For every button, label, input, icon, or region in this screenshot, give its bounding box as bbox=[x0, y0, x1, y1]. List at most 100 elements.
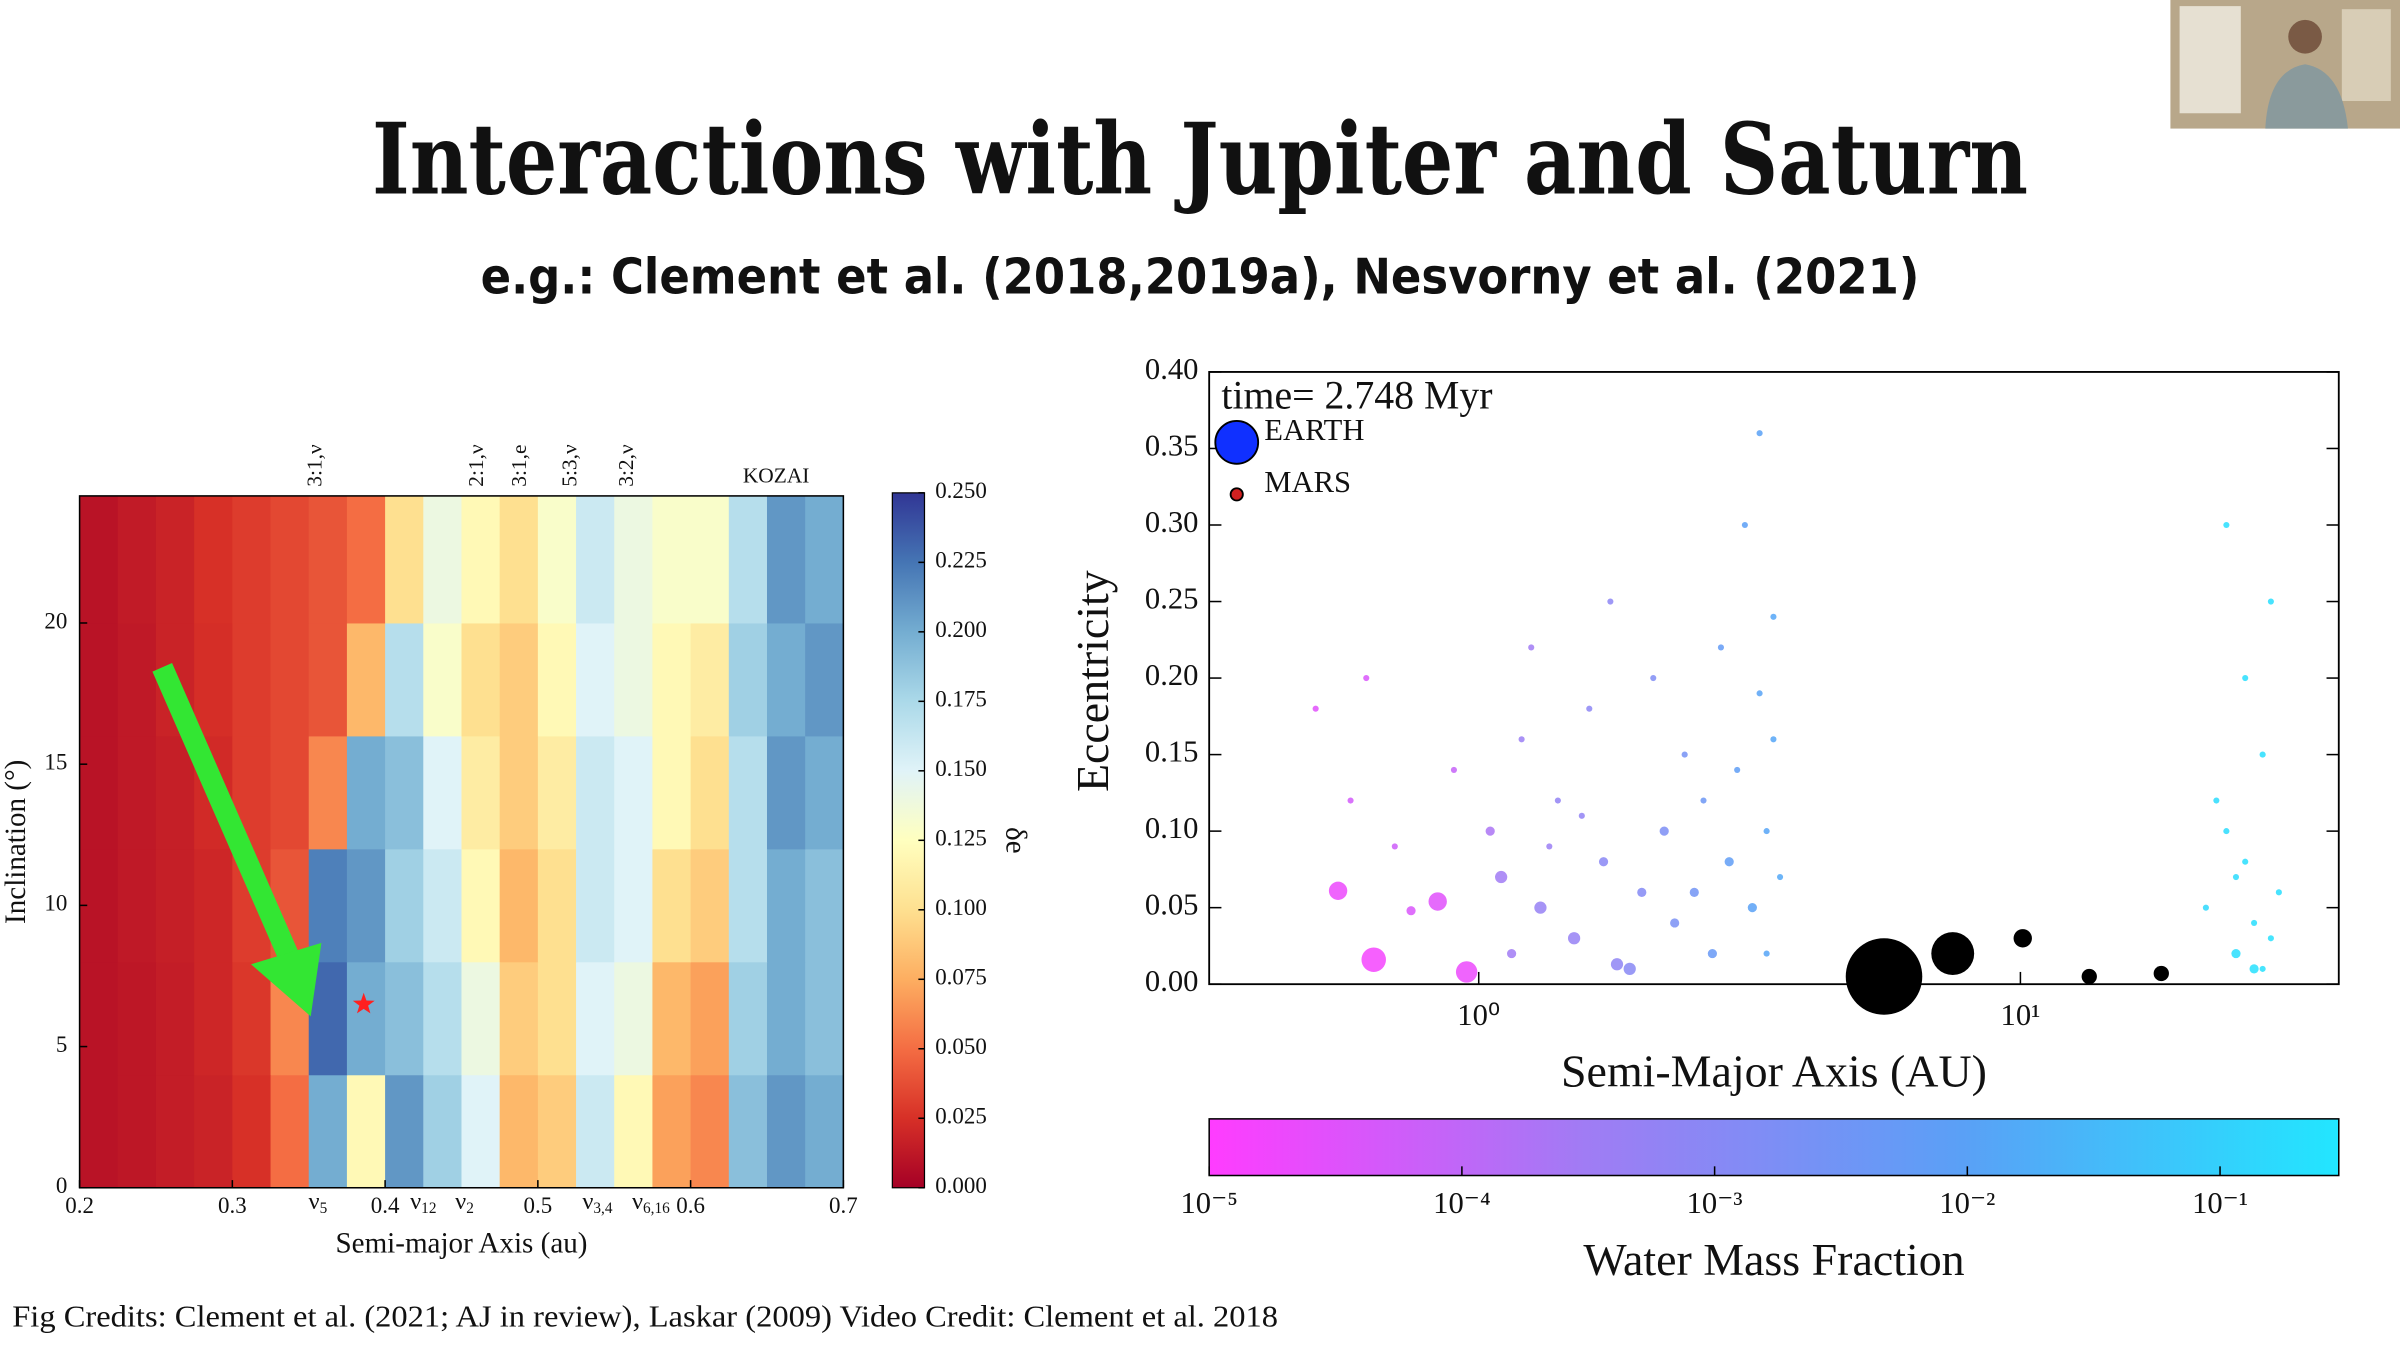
heatmap-cell bbox=[690, 848, 730, 963]
heatmap-cell bbox=[385, 735, 424, 850]
body-point bbox=[1747, 903, 1757, 913]
heatmap-cell bbox=[766, 495, 806, 624]
body-point bbox=[1770, 613, 1777, 620]
heatmap-cell bbox=[270, 495, 310, 624]
heatmap-cell bbox=[385, 961, 424, 1076]
colorbar-label: Water Mass Fraction bbox=[1583, 1234, 1964, 1285]
heatmap-cell bbox=[652, 848, 692, 963]
secular-resonance-label: ν2 bbox=[455, 1188, 474, 1217]
heatmap-cell bbox=[308, 622, 348, 737]
heatmap-cell bbox=[117, 961, 157, 1076]
body-point bbox=[2267, 935, 2274, 942]
heatmap-cell bbox=[537, 1074, 577, 1189]
heatmap-cell bbox=[423, 495, 462, 624]
y-axis-label: Eccentricity bbox=[1067, 570, 1118, 792]
colorbar-tick-label: 0.125 bbox=[935, 826, 987, 851]
heatmap-cell bbox=[728, 735, 768, 850]
body-point bbox=[1777, 873, 1784, 881]
body-point bbox=[1347, 797, 1354, 804]
subscript: 5 bbox=[320, 1200, 328, 1217]
heatmap-cell bbox=[79, 1074, 119, 1189]
heatmap-cell bbox=[194, 961, 233, 1076]
body-point bbox=[1689, 887, 1699, 897]
heatmap-cell bbox=[346, 495, 386, 624]
subscript: 6,16 bbox=[643, 1200, 670, 1217]
heatmap-cell bbox=[308, 848, 348, 963]
heatmap-cell bbox=[766, 735, 806, 850]
symbol: ν bbox=[632, 1188, 643, 1215]
body-point bbox=[1361, 947, 1386, 972]
heatmap-cell bbox=[155, 1074, 195, 1189]
x-tick-label: 0.3 bbox=[218, 1193, 247, 1218]
secular-resonance-label: ν12 bbox=[410, 1188, 436, 1217]
heatmap-cell bbox=[499, 961, 539, 1076]
heatmap-cell bbox=[499, 735, 539, 850]
y-tick-label: 0 bbox=[56, 1173, 67, 1198]
body-point bbox=[1546, 843, 1553, 850]
heatmap-cell bbox=[499, 848, 539, 963]
colorbar-tick-label: 0.175 bbox=[935, 687, 987, 712]
heatmap-cell bbox=[308, 495, 348, 624]
webcam-thumbnail bbox=[2170, 0, 2400, 129]
colorbar-tick-label: 0.200 bbox=[935, 617, 987, 642]
heatmap-cell bbox=[576, 495, 615, 624]
heatmap-cell bbox=[614, 1074, 653, 1189]
body-point bbox=[1637, 887, 1647, 897]
body-point bbox=[2267, 598, 2274, 605]
heatmap-cell bbox=[385, 848, 424, 963]
heatmap-cell bbox=[614, 495, 653, 624]
body-point bbox=[2213, 797, 2220, 804]
heatmap-cell bbox=[308, 735, 348, 850]
arrow-shaft bbox=[152, 663, 301, 966]
heatmap-cell bbox=[652, 622, 692, 737]
heatmap-cell bbox=[423, 961, 462, 1076]
heatmap-cell bbox=[423, 1074, 462, 1189]
heatmap-cell bbox=[155, 735, 195, 850]
plot-frame bbox=[78, 495, 845, 1189]
heatmap-cell bbox=[805, 622, 844, 737]
body-point bbox=[1391, 843, 1398, 850]
body-point bbox=[1598, 857, 1609, 867]
heatmap-cell bbox=[576, 735, 615, 850]
plot-title: time= 2.748 Myr bbox=[1221, 374, 1492, 418]
body-point bbox=[1763, 828, 1770, 835]
body-point bbox=[1607, 598, 1614, 605]
colorbar-tick-label: 0.050 bbox=[935, 1034, 987, 1059]
y-tick-label: 0.25 bbox=[1145, 582, 1199, 616]
y-tick-label: 0.10 bbox=[1145, 811, 1199, 845]
heatmap-cell bbox=[270, 1074, 310, 1189]
legend-marker bbox=[1229, 487, 1244, 502]
heatmap-cell bbox=[576, 622, 615, 737]
heatmap-cell bbox=[805, 1074, 844, 1189]
heatmap-cell bbox=[194, 1074, 233, 1189]
resonance-label: 3:1,e bbox=[507, 445, 531, 487]
heatmap-cell bbox=[346, 848, 386, 963]
body-point bbox=[1328, 881, 1348, 900]
heatmap-cell bbox=[232, 495, 271, 624]
heatmap-cell bbox=[79, 622, 119, 737]
colorbar-tick-label: 10⁻⁵ bbox=[1180, 1186, 1237, 1220]
body-point bbox=[1623, 962, 1636, 975]
giant-planet bbox=[2013, 929, 2032, 948]
heatmap-cell bbox=[499, 622, 539, 737]
heatmap-cell bbox=[461, 961, 501, 1076]
y-tick-label: 0.05 bbox=[1145, 888, 1199, 922]
webcam-window bbox=[2341, 9, 2391, 102]
body-point bbox=[1707, 948, 1717, 959]
heatmap-cell bbox=[346, 1074, 386, 1189]
y-tick-label: 15 bbox=[44, 749, 67, 774]
body-point bbox=[1700, 797, 1707, 804]
x-tick-label: 0.5 bbox=[524, 1193, 553, 1218]
heatmap-cell bbox=[117, 622, 157, 737]
resonance-label: 3:2,ν bbox=[614, 444, 638, 487]
heatmap-cell bbox=[728, 622, 768, 737]
heatmap-cell bbox=[614, 622, 653, 737]
colorbar bbox=[1208, 1118, 2340, 1177]
heatmap-cell bbox=[614, 848, 653, 963]
body-point bbox=[1763, 950, 1770, 957]
slide-title: Interactions with Jupiter and Saturn bbox=[372, 103, 2028, 218]
body-point bbox=[1363, 675, 1370, 682]
resonance-label: 3:1,ν bbox=[302, 444, 326, 487]
body-point bbox=[1495, 870, 1508, 884]
